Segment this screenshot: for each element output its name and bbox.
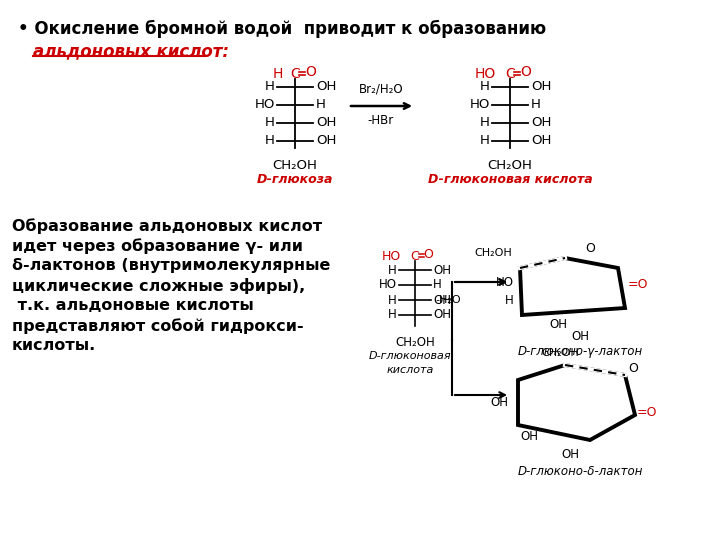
Text: O: O bbox=[305, 65, 316, 79]
Text: O: O bbox=[585, 242, 595, 255]
Text: OH: OH bbox=[531, 117, 552, 130]
Text: -H₂O: -H₂O bbox=[435, 295, 461, 305]
Text: OH: OH bbox=[531, 134, 552, 147]
Text: OH: OH bbox=[316, 134, 336, 147]
Text: =O: =O bbox=[628, 279, 649, 292]
Text: OH: OH bbox=[316, 80, 336, 93]
Text: C: C bbox=[410, 250, 419, 263]
Text: -HBr: -HBr bbox=[368, 114, 394, 127]
Text: H: H bbox=[265, 80, 275, 93]
Text: H: H bbox=[388, 308, 397, 321]
Text: H: H bbox=[480, 117, 490, 130]
Text: O: O bbox=[628, 361, 638, 375]
Text: C: C bbox=[505, 67, 515, 81]
Text: HO: HO bbox=[379, 279, 397, 292]
Text: OH: OH bbox=[433, 308, 451, 321]
Text: OH: OH bbox=[561, 448, 579, 461]
Text: OH: OH bbox=[531, 80, 552, 93]
Text: HO: HO bbox=[474, 67, 496, 81]
Text: H: H bbox=[480, 80, 490, 93]
Text: OH: OH bbox=[316, 117, 336, 130]
Text: идет через образование γ- или: идет через образование γ- или bbox=[12, 238, 303, 254]
Text: HO: HO bbox=[496, 276, 514, 289]
Text: HO: HO bbox=[382, 250, 401, 263]
Text: кислота: кислота bbox=[387, 365, 433, 375]
Text: H: H bbox=[265, 134, 275, 147]
Text: CH₂OH: CH₂OH bbox=[487, 159, 532, 172]
Text: C: C bbox=[290, 67, 300, 81]
Text: OH: OH bbox=[571, 330, 589, 343]
Text: HO: HO bbox=[255, 98, 275, 111]
Text: H: H bbox=[316, 98, 326, 111]
Text: H: H bbox=[480, 134, 490, 147]
Text: кислоты.: кислоты. bbox=[12, 338, 96, 353]
Text: CH₂OH: CH₂OH bbox=[273, 159, 318, 172]
Text: H: H bbox=[265, 117, 275, 130]
Text: O: O bbox=[423, 248, 433, 261]
Text: т.к. альдоновые кислоты: т.к. альдоновые кислоты bbox=[12, 298, 253, 313]
Text: CH₂OH: CH₂OH bbox=[541, 348, 579, 358]
Text: H: H bbox=[273, 67, 283, 81]
Text: OH: OH bbox=[433, 264, 451, 276]
Text: Br₂/H₂O: Br₂/H₂O bbox=[359, 83, 403, 96]
Text: OH: OH bbox=[549, 318, 567, 331]
Text: D-глюкоза: D-глюкоза bbox=[257, 173, 333, 186]
Text: H: H bbox=[388, 294, 397, 307]
Text: альдоновых кислот:: альдоновых кислот: bbox=[33, 42, 229, 60]
Text: • Окисление бромной водой  приводит к образованию: • Окисление бромной водой приводит к обр… bbox=[18, 20, 546, 38]
Text: CH₂OH: CH₂OH bbox=[474, 248, 512, 258]
Text: OH: OH bbox=[433, 294, 451, 307]
Text: =O: =O bbox=[637, 406, 657, 419]
Text: CH₂OH: CH₂OH bbox=[395, 336, 435, 349]
Text: циклические сложные эфиры),: циклические сложные эфиры), bbox=[12, 278, 305, 294]
Text: OH: OH bbox=[490, 395, 508, 408]
Text: H: H bbox=[433, 279, 442, 292]
Text: HO: HO bbox=[469, 98, 490, 111]
Text: D-глюконо-δ-лактон: D-глюконо-δ-лактон bbox=[517, 465, 643, 478]
Text: O: O bbox=[520, 65, 531, 79]
Text: D-глюконовая кислота: D-глюконовая кислота bbox=[428, 173, 593, 186]
Text: OH: OH bbox=[520, 430, 538, 443]
Text: δ-лактонов (внутримолекулярные: δ-лактонов (внутримолекулярные bbox=[12, 258, 330, 273]
Text: представляют собой гидрокси-: представляют собой гидрокси- bbox=[12, 318, 304, 334]
Text: D-глюконовая: D-глюконовая bbox=[369, 351, 451, 361]
Text: D-глюконо-γ-лактон: D-глюконо-γ-лактон bbox=[518, 345, 642, 358]
Text: H: H bbox=[505, 294, 514, 307]
Text: H: H bbox=[531, 98, 541, 111]
Text: Образование альдоновых кислот: Образование альдоновых кислот bbox=[12, 218, 322, 234]
Text: H: H bbox=[388, 264, 397, 276]
